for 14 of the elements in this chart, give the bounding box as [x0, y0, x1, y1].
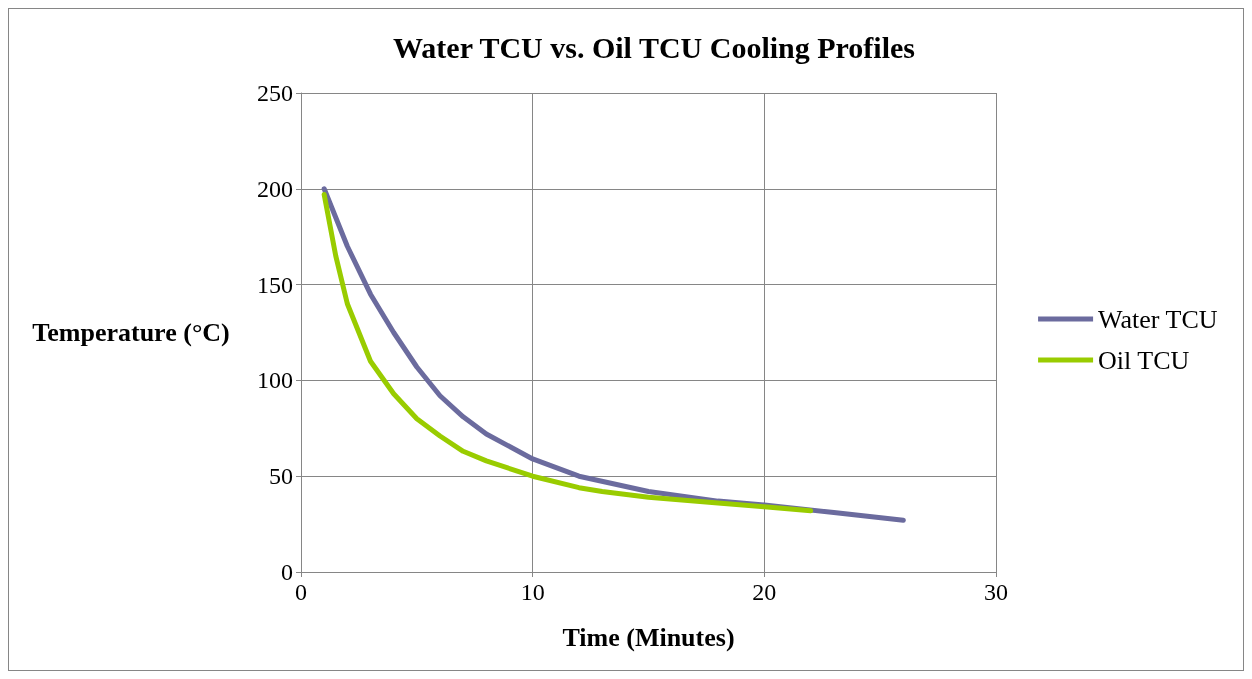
legend-label: Oil TCU [1098, 345, 1190, 375]
y-tick-label: 100 [257, 367, 293, 394]
y-tick-label: 150 [257, 271, 293, 298]
x-axis-title: Time (Minutes) [562, 622, 735, 652]
legend-label: Water TCU [1098, 304, 1218, 334]
y-tick-label: 200 [257, 175, 293, 202]
y-tick-label: 50 [269, 463, 293, 490]
y-tick-label: 250 [257, 80, 293, 106]
chart-title: Water TCU vs. Oil TCU Cooling Profiles [393, 30, 915, 64]
y-tick-label: 0 [281, 559, 293, 585]
x-tick-label: 30 [984, 579, 1008, 605]
x-tick-label: 10 [520, 579, 545, 605]
x-tick-label: 20 [752, 579, 777, 605]
y-axis-title: Temperature (°C) [32, 318, 230, 347]
